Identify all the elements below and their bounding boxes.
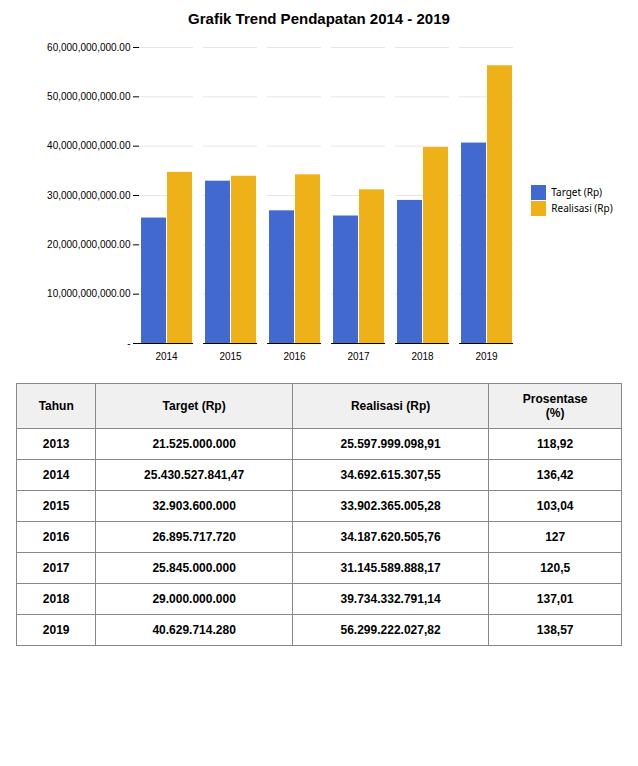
html-text:39.734.332.791,14: 39.734.332.791,14	[340, 592, 441, 606]
html-text:25.597.999.098,91: 25.597.999.098,91	[340, 437, 441, 451]
html-text:56.299.222.027,82: 56.299.222.027,82	[340, 623, 441, 637]
html-text:32.903.600.000: 32.903.600.000	[152, 499, 236, 513]
html-text:Realisasi (Rp): Realisasi (Rp)	[551, 201, 613, 215]
svg-text:10,000,000,000.00: 10,000,000,000.00	[47, 288, 131, 299]
svg-text:2015: 2015	[220, 351, 243, 362]
html-text:29.000.000.000: 29.000.000.000	[152, 592, 236, 606]
svg-text:30,000,000,000.00: 30,000,000,000.00	[47, 190, 131, 201]
svg-text:50,000,000,000.00: 50,000,000,000.00	[47, 91, 131, 102]
html-text:138,57: 138,57	[536, 623, 574, 637]
svg-text:2019: 2019	[476, 351, 499, 362]
html-text:118,92: 118,92	[537, 437, 574, 451]
html-text:26.895.717.720: 26.895.717.720	[152, 530, 236, 544]
html-text:2019: 2019	[42, 623, 70, 637]
html-text:136,42: 136,42	[536, 468, 574, 482]
html-text:2013: 2013	[42, 437, 70, 451]
svg-text:2016: 2016	[284, 351, 307, 362]
svg-text:2017: 2017	[348, 351, 371, 362]
svg-text:2014: 2014	[156, 351, 179, 362]
html-text:Prosentase (%): Prosentase (%)	[522, 392, 588, 420]
html-text:2018: 2018	[42, 592, 70, 606]
html-text:2017: 2017	[42, 561, 70, 575]
html-text:120,5: 120,5	[540, 561, 571, 575]
html-text:33.902.365.005,28: 33.902.365.005,28	[340, 499, 441, 513]
html-text:Grafik Trend Pendapatan 2014 -: Grafik Trend Pendapatan 2014 - 2019	[188, 10, 450, 27]
svg-text:60,000,000,000.00: 60,000,000,000.00	[47, 42, 131, 53]
html-text:31.145.589.888,17: 31.145.589.888,17	[340, 561, 441, 575]
html-text:Target (Rp): Target (Rp)	[162, 399, 226, 413]
svg-text:-: -	[127, 338, 130, 349]
html-text:21.525.000.000: 21.525.000.000	[152, 437, 236, 451]
html-text:Target (Rp): Target (Rp)	[551, 185, 603, 199]
html-text:103,04: 103,04	[536, 499, 574, 513]
html-text:34.692.615.307,55: 34.692.615.307,55	[340, 468, 441, 482]
html-text:2016: 2016	[42, 530, 70, 544]
svg-text:40,000,000,000.00: 40,000,000,000.00	[47, 140, 131, 151]
html-text:34.187.620.505,76: 34.187.620.505,76	[340, 530, 441, 544]
html-text:2015: 2015	[42, 499, 70, 513]
svg-text:20,000,000,000.00: 20,000,000,000.00	[47, 239, 131, 250]
html-text:25.845.000.000: 25.845.000.000	[152, 561, 236, 575]
html-text:127: 127	[545, 530, 566, 544]
html-text:40.629.714.280: 40.629.714.280	[152, 623, 236, 637]
html-text:Realisasi (Rp): Realisasi (Rp)	[350, 399, 431, 413]
html-text:2014: 2014	[42, 468, 70, 482]
html-text:137,01: 137,01	[536, 592, 574, 606]
html-text:25.430.527.841,47: 25.430.527.841,47	[144, 468, 245, 482]
svg-text:2018: 2018	[412, 351, 435, 362]
html-text:Tahun: Tahun	[38, 399, 74, 413]
